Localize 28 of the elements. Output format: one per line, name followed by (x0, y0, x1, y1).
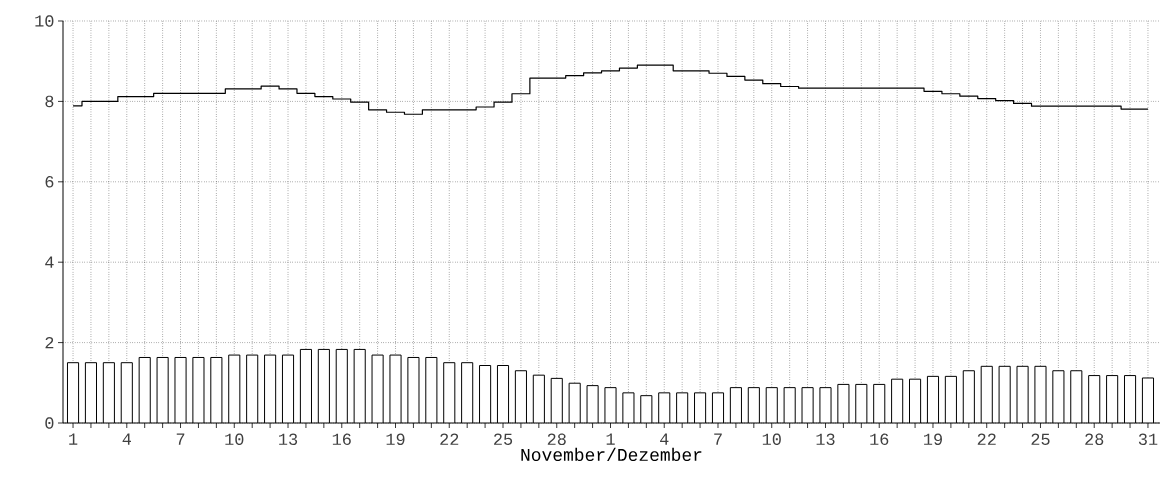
x-tick-label: 22 (440, 433, 459, 445)
y-tick-label: 8 (45, 95, 54, 108)
x-tick-label: 28 (547, 433, 566, 446)
x-tick-label: 7 (714, 433, 722, 445)
x-tick-label: 25 (1031, 433, 1050, 446)
x-axis-title: November/Dezember (521, 447, 702, 462)
x-tick-label: 16 (332, 433, 351, 446)
y-tick-label: 2 (45, 336, 54, 349)
y-tick-label: 0 (45, 417, 54, 429)
y-tick-label: 6 (45, 176, 54, 188)
x-tick-label: 1 (606, 433, 615, 445)
x-tick-label: 7 (176, 433, 185, 445)
x-tick-label: 4 (122, 433, 131, 445)
x-tick-label: 10 (225, 433, 244, 446)
x-tick-label: 1 (69, 433, 78, 445)
x-tick-label: 31 (1138, 433, 1158, 446)
y-tick-label: 4 (45, 256, 54, 268)
x-tick-label: 22 (977, 433, 996, 445)
y-tick-label: 10 (35, 15, 54, 27)
x-tick-label: 13 (279, 433, 298, 446)
x-tick-label: 4 (660, 433, 669, 445)
x-tick-label: 13 (816, 433, 835, 446)
x-tick-label: 25 (494, 433, 513, 446)
x-tick-label: 10 (762, 433, 781, 446)
x-tick-label: 16 (870, 433, 889, 446)
x-tick-label: 19 (386, 433, 405, 446)
x-tick-label: 19 (924, 433, 942, 446)
x-tick-label: 28 (1085, 433, 1104, 446)
